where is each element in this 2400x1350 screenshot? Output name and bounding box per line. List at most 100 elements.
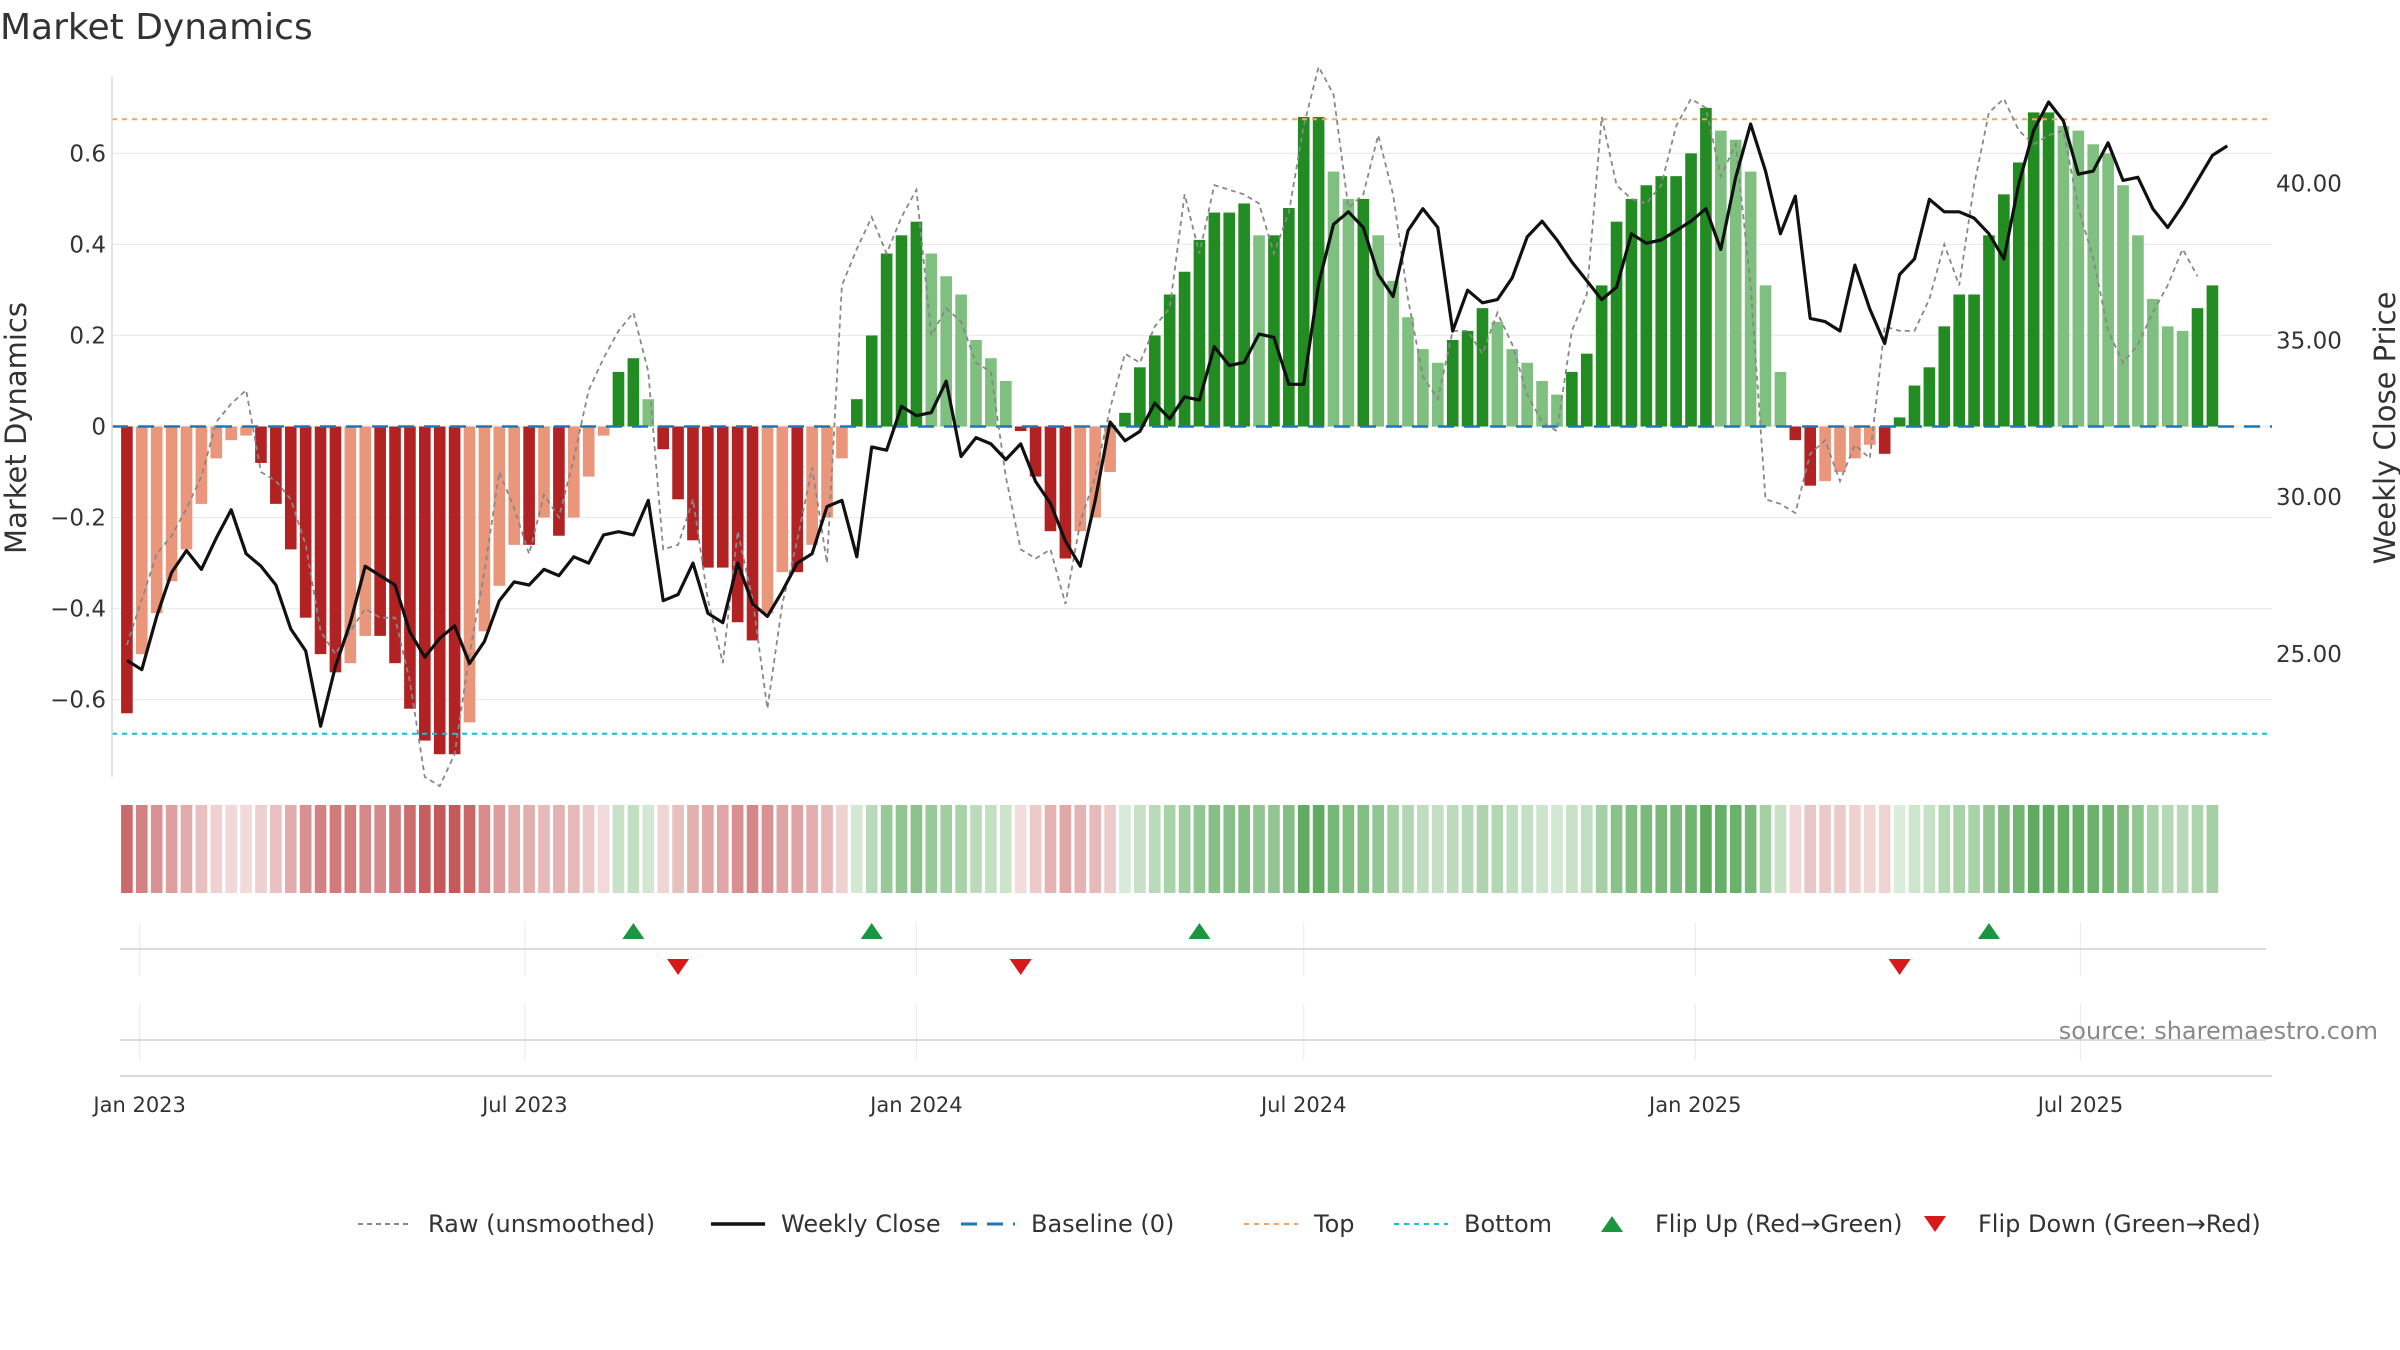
strip-cell (1685, 805, 1697, 893)
strip-cell (389, 805, 401, 893)
strip-cell (1729, 805, 1742, 893)
md-bar (1134, 367, 1146, 427)
strip-cell (1863, 805, 1876, 893)
strip-cell (821, 805, 833, 893)
md-bar (1968, 294, 1980, 427)
md-bar (1014, 426, 1027, 432)
strip-cell (806, 805, 818, 893)
flip-down-marker (667, 959, 690, 975)
strip-cell (448, 805, 461, 893)
strip-cell (314, 805, 327, 893)
strip-cell (836, 805, 848, 893)
md-bar (508, 426, 521, 545)
md-bar (627, 358, 640, 427)
y-tick-label: 0 (91, 415, 106, 441)
strip-cell (523, 805, 535, 893)
md-bar (374, 426, 386, 636)
strip-cell (1446, 805, 1459, 893)
md-bar (791, 426, 804, 573)
md-bar (1938, 326, 1951, 427)
md-bar (806, 426, 818, 545)
flip-up-marker (622, 923, 645, 939)
md-bar (1327, 171, 1340, 427)
x-tick-label: Jul 2024 (1259, 1093, 1346, 1117)
strip-cell (1044, 805, 1057, 893)
source-text: source: sharemaestro.com (2059, 1017, 2378, 1045)
legend-flip-down-swatch (1924, 1216, 1946, 1232)
strip-cell (1417, 805, 1429, 893)
md-bar (493, 426, 506, 586)
md-bar (314, 426, 327, 655)
raw-line (126, 64, 2199, 788)
strip-cell (1640, 805, 1653, 893)
strip-cell (2102, 805, 2114, 893)
md-bar (1402, 317, 1414, 427)
strip-cell (1670, 805, 1682, 893)
strip-cell (999, 805, 1012, 893)
strip-cell (582, 805, 595, 893)
y-tick-label: 0.4 (69, 232, 106, 258)
strip-cell (344, 805, 357, 893)
strip-cell (255, 805, 267, 893)
strip-cell (1148, 805, 1161, 893)
md-bar (2161, 326, 2174, 427)
strip-cell (2161, 805, 2174, 893)
strip-cell (1253, 805, 1265, 893)
strip-cell (1387, 805, 1399, 893)
md-bar (821, 426, 833, 518)
flip-down-marker (1888, 959, 1911, 975)
md-bar (225, 426, 237, 441)
strip-cell (731, 805, 744, 893)
md-bar (2057, 126, 2070, 427)
strip-cell (672, 805, 684, 893)
strip-cell (716, 805, 729, 893)
legend-label: Flip Down (Green→Red) (1978, 1210, 2261, 1238)
strip-cell (1029, 805, 1042, 893)
y2-tick-label: 25.00 (2276, 642, 2342, 668)
strip-cell (284, 805, 297, 893)
md-bar (582, 426, 595, 477)
strip-cell (1610, 805, 1623, 893)
strip-cell (955, 805, 967, 893)
md-bar (1819, 426, 1831, 482)
strip-cell (1595, 805, 1608, 893)
strip-cell (2117, 805, 2129, 893)
strip-cell (1238, 805, 1250, 893)
strip-cell (1715, 805, 1727, 893)
md-bar (702, 426, 714, 568)
strip-cell (493, 805, 506, 893)
md-bar (1566, 371, 1578, 427)
md-bar (553, 426, 565, 536)
strip-cell (1059, 805, 1072, 893)
md-bar (1908, 385, 1921, 427)
strip-cell (2176, 805, 2189, 893)
strip-cell (195, 805, 208, 893)
y-axis-title: Market Dynamics (0, 302, 33, 554)
md-bar (240, 426, 252, 436)
strip-cell (761, 805, 774, 893)
md-bar (687, 426, 699, 541)
md-bar (1446, 340, 1459, 427)
strip-cell (1744, 805, 1757, 893)
flip-up-marker (1188, 923, 1211, 939)
md-bar (955, 294, 967, 427)
md-bar (2087, 144, 2100, 427)
strip-cell (1342, 805, 1355, 893)
md-bar (329, 426, 342, 673)
strip-cell (597, 805, 610, 893)
md-bar (1253, 235, 1265, 427)
weekly-close-line (126, 100, 2229, 728)
md-bar (1163, 294, 1176, 427)
md-bar (1387, 280, 1399, 427)
strip-cell (1983, 805, 1995, 893)
md-bar (344, 426, 357, 664)
strip-cell (1402, 805, 1414, 893)
md-bar (1491, 321, 1504, 427)
y-tick-label: −0.4 (50, 597, 106, 623)
strip-cell (1208, 805, 1221, 893)
md-bar (448, 426, 461, 755)
bars (121, 107, 2219, 755)
md-bar (463, 426, 476, 723)
axes: 0.6 0.4 0.2 0 −0.2 −0.4 −0.6 40.00 35.00 30.00 25.… (50, 76, 2342, 1117)
md-bar (657, 426, 669, 450)
